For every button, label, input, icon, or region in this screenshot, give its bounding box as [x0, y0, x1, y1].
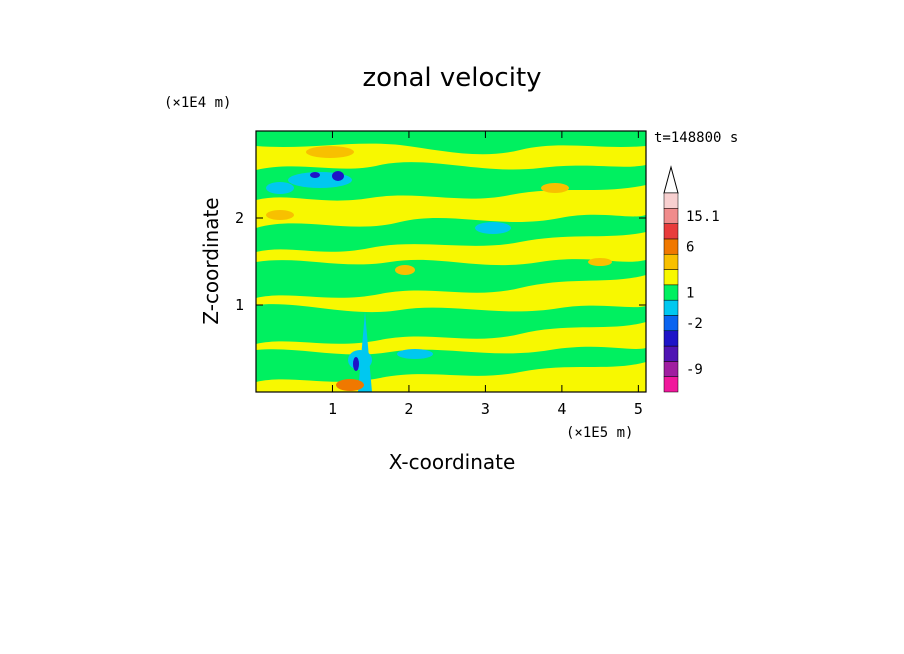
colorbar-swatch [663, 299, 679, 316]
x-tick-label: 4 [557, 400, 566, 418]
x-ticks: 1 2 3 4 5 [328, 131, 643, 418]
colorbar-label: -9 [686, 362, 703, 378]
time-label: t=148800 s [654, 130, 738, 146]
colorbar-swatch [663, 361, 679, 377]
x-tick-label: 3 [481, 400, 490, 418]
colorbar-swatch [663, 376, 679, 393]
colorbar-swatch [663, 345, 679, 362]
colorbar-swatch [663, 330, 679, 347]
colorbar: -9 -2 1 6 15.1 [663, 165, 720, 393]
colorbar-label: 6 [686, 240, 694, 256]
colorbar-swatch [663, 284, 679, 301]
chart-title: zonal velocity [362, 63, 541, 93]
plot-frame [255, 130, 647, 393]
x-tick-label: 2 [404, 400, 413, 418]
x-unit-label: (×1E5 m) [566, 425, 633, 441]
x-tick-label: 5 [634, 400, 643, 418]
colorbar-label: 15.1 [686, 209, 720, 225]
x-tick-label: 1 [328, 400, 337, 418]
colorbar-label: -2 [686, 316, 703, 332]
colorbar-swatch [663, 238, 679, 255]
colorbar-swatch [663, 223, 679, 240]
colorbar-swatch [663, 269, 679, 286]
y-unit-label: (×1E4 m) [164, 95, 231, 111]
heatmap-field [256, 131, 646, 392]
colorbar-label: 1 [686, 286, 694, 302]
x-axis-label: X-coordinate [389, 450, 516, 474]
colorbar-swatch [663, 315, 679, 332]
colorbar-arrow [663, 165, 679, 194]
y-tick-label: 1 [235, 296, 244, 314]
colorbar-swatch [663, 192, 679, 209]
colorbar-swatch [663, 253, 679, 270]
y-tick-label: 2 [235, 209, 244, 227]
y-ticks: 12 [235, 209, 646, 314]
colorbar-swatch [663, 208, 679, 224]
y-axis-label: Z-coordinate [199, 197, 223, 324]
